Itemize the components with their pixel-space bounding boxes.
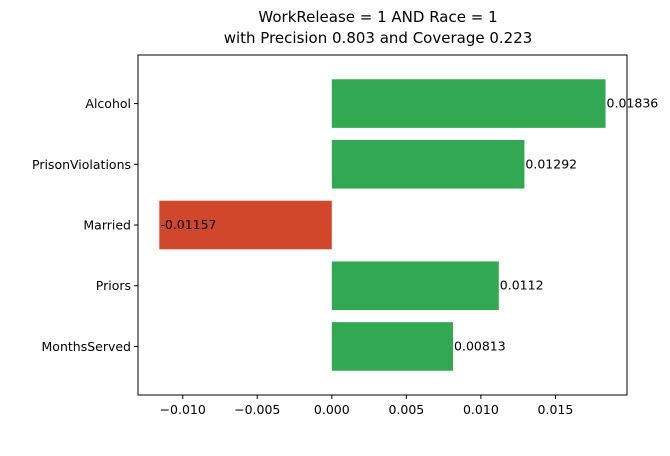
x-tick-label-0: −0.010: [160, 402, 206, 417]
bar-married: [159, 200, 332, 250]
y-tick-label-priors: Priors: [96, 278, 131, 293]
x-tick-label-5: 0.015: [538, 402, 574, 417]
chart-title-line-1: WorkRelease = 1 AND Race = 1: [258, 8, 497, 26]
data-label-monthsserved: 0.00813: [454, 338, 506, 353]
y-tick-label-alcohol: Alcohol: [85, 96, 131, 111]
y-tick-label-monthsserved: MonthsServed: [42, 339, 131, 354]
plot-area-frame: [137, 54, 628, 396]
x-tick-label-4: 0.010: [463, 402, 499, 417]
data-label-prisonviolations: 0.01292: [525, 156, 577, 171]
chart-title-line-2: with Precision 0.803 and Coverage 0.223: [224, 29, 533, 47]
y-tick-label-prisonviolations: PrisonViolations: [32, 157, 131, 172]
bar-alcohol: [331, 79, 606, 128]
data-label-married: -0.01157: [160, 217, 216, 232]
x-tick-label-3: 0.005: [388, 402, 424, 417]
x-tick-label-2: 0.000: [314, 402, 350, 417]
bar-monthsserved: [331, 322, 454, 371]
y-tick-label-married: Married: [83, 218, 131, 233]
data-label-priors: 0.0112: [500, 278, 544, 293]
data-labels-group: 0.01836 0.01292 -0.01157 0.0112 0.00813: [160, 96, 658, 354]
chart-title: WorkRelease = 1 AND Race = 1 with Precis…: [224, 8, 533, 47]
bar-prisonviolations: [331, 140, 525, 189]
data-label-alcohol: 0.01836: [607, 96, 659, 111]
x-axis: −0.010 −0.005 0.000 0.005 0.010 0.015: [160, 395, 574, 417]
y-axis: Alcohol PrisonViolations Married Priors Mont…: [32, 96, 138, 354]
x-tick-label-1: −0.005: [234, 402, 280, 417]
bars-group: [159, 79, 606, 371]
bar-priors: [331, 261, 499, 310]
